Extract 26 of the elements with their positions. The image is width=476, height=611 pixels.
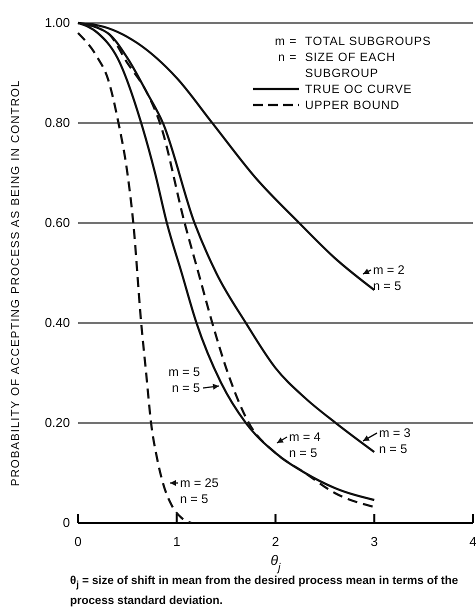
annotation: m = 5 n = 5 — [168, 365, 200, 395]
x-tick-label: 4 — [469, 534, 476, 550]
annotation: m = 3 n = 5 — [379, 426, 411, 456]
annotation: n = — [278, 50, 297, 64]
y-axis-title: PROBABILITY OF ACCEPTING PROCESS AS BEING IN CONTROL — [10, 80, 22, 486]
annotation: m = 2 n = 5 — [373, 263, 405, 293]
annotation: TRUE OC CURVE — [305, 82, 412, 96]
annotation: TOTAL SUBGROUPS — [305, 34, 432, 48]
annotation: m = 4 n = 5 — [289, 430, 321, 460]
annotation: SIZE OF EACH SUBGROUP — [305, 50, 396, 80]
y-tick-label: 0 — [62, 515, 70, 530]
annotation: m = — [274, 34, 297, 48]
x-tick-label: 2 — [272, 534, 280, 550]
x-tick-label: 0 — [74, 534, 82, 550]
x-axis-title: θ$_{j}$ — [270, 552, 282, 574]
y-tick-label: 0.60 — [44, 215, 70, 230]
y-tick-label: 0.80 — [44, 115, 70, 130]
y-tick-label: 0.20 — [44, 415, 70, 430]
annotation: UPPER BOUND — [305, 98, 400, 112]
line-series — [76, 32, 193, 524]
annotation: m = 25 n = 5 — [180, 476, 219, 506]
y-tick-label: 1.00 — [44, 15, 70, 30]
x-tick-label: 3 — [370, 534, 378, 550]
text: θ$_{j}$ = size of shift in mean from the desired process mean in terms of the process standard deviation. — [70, 574, 460, 610]
y-tick-label: 0.40 — [44, 315, 70, 330]
x-tick-label: 1 — [173, 534, 180, 550]
